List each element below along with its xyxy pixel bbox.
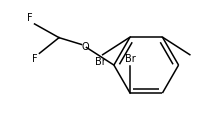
- Text: Br: Br: [125, 54, 135, 64]
- Text: F: F: [27, 13, 32, 23]
- Text: O: O: [82, 43, 89, 52]
- Text: Br: Br: [95, 57, 106, 67]
- Text: F: F: [32, 54, 37, 64]
